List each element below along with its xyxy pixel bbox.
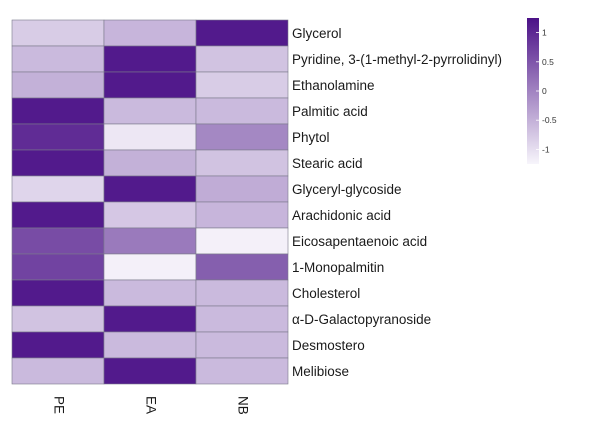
row-label: Cholesterol	[292, 286, 360, 301]
heatmap-cell	[195, 175, 289, 203]
heatmap-cell	[11, 357, 105, 385]
heatmap-cell	[103, 279, 197, 307]
heatmap-cells	[11, 19, 289, 385]
heatmap-cell	[103, 149, 197, 177]
heatmap-cell	[195, 279, 289, 307]
row-label: Melibiose	[292, 364, 349, 379]
legend-color-bar	[527, 18, 539, 164]
heatmap-cell	[103, 357, 197, 385]
color-legend: 1 0.5 0 -0.5 -1	[527, 18, 557, 164]
heatmap-cell	[195, 253, 289, 281]
heatmap-cell	[11, 331, 105, 359]
heatmap-cell	[11, 45, 105, 73]
heatmap-cell	[195, 19, 289, 47]
row-labels: Glycerol Pyridine, 3-(1-methyl-2-pyrrolid…	[292, 26, 502, 379]
heatmap-cell	[195, 149, 289, 177]
heatmap-cell	[11, 279, 105, 307]
heatmap-cell	[11, 253, 105, 281]
heatmap-cell	[11, 201, 105, 229]
column-label: NB	[235, 396, 250, 415]
heatmap-cell	[195, 71, 289, 99]
heatmap-cell	[11, 305, 105, 333]
heatmap-cell	[11, 175, 105, 203]
legend-tick-label: -1	[542, 144, 550, 154]
heatmap-cell	[103, 97, 197, 125]
heatmap-cell	[103, 71, 197, 99]
heatmap-cell	[195, 331, 289, 359]
column-label: EA	[143, 396, 158, 414]
row-label: Palmitic acid	[292, 104, 368, 119]
heatmap-cell	[103, 19, 197, 47]
heatmap-cell	[11, 149, 105, 177]
column-label: PE	[51, 396, 66, 414]
heatmap-cell	[103, 227, 197, 255]
heatmap-cell	[195, 45, 289, 73]
row-label: Glycerol	[292, 26, 342, 41]
heatmap-cell	[11, 71, 105, 99]
heatmap-cell	[103, 331, 197, 359]
heatmap-cell	[103, 123, 197, 151]
heatmap-cell	[103, 175, 197, 203]
heatmap-cell	[195, 123, 289, 151]
legend-tick-label: 0	[542, 86, 547, 96]
heatmap-cell	[103, 201, 197, 229]
legend-tick-label: -0.5	[542, 115, 557, 125]
heatmap-cell	[11, 97, 105, 125]
row-label: Desmostero	[292, 338, 365, 353]
heatmap-cell	[103, 305, 197, 333]
row-label: α-D-Galactopyranoside	[292, 312, 431, 327]
heatmap-cell	[195, 97, 289, 125]
row-label: Arachidonic acid	[292, 208, 391, 223]
row-label: Pyridine, 3-(1-methyl-2-pyrrolidinyl)	[292, 52, 502, 67]
row-label: Glyceryl-glycoside	[292, 182, 402, 197]
heatmap-cell	[195, 201, 289, 229]
heatmap-cell	[103, 253, 197, 281]
row-label: Eicosapentaenoic acid	[292, 234, 427, 249]
heatmap-cell	[11, 227, 105, 255]
heatmap-cell	[195, 227, 289, 255]
heatmap-cell	[11, 123, 105, 151]
heatmap-cell	[103, 45, 197, 73]
legend-tick-label: 0.5	[542, 57, 554, 67]
legend-ticks: 1 0.5 0 -0.5 -1	[536, 28, 557, 154]
heatmap-cell	[195, 357, 289, 385]
row-label: 1-Monopalmitin	[292, 260, 384, 275]
row-label: Ethanolamine	[292, 78, 375, 93]
legend-tick-label: 1	[542, 28, 547, 38]
heatmap-cell	[195, 305, 289, 333]
row-label: Phytol	[292, 130, 330, 145]
column-labels: PE EA NB	[51, 396, 250, 415]
row-label: Stearic acid	[292, 156, 363, 171]
heatmap-cell	[11, 19, 105, 47]
